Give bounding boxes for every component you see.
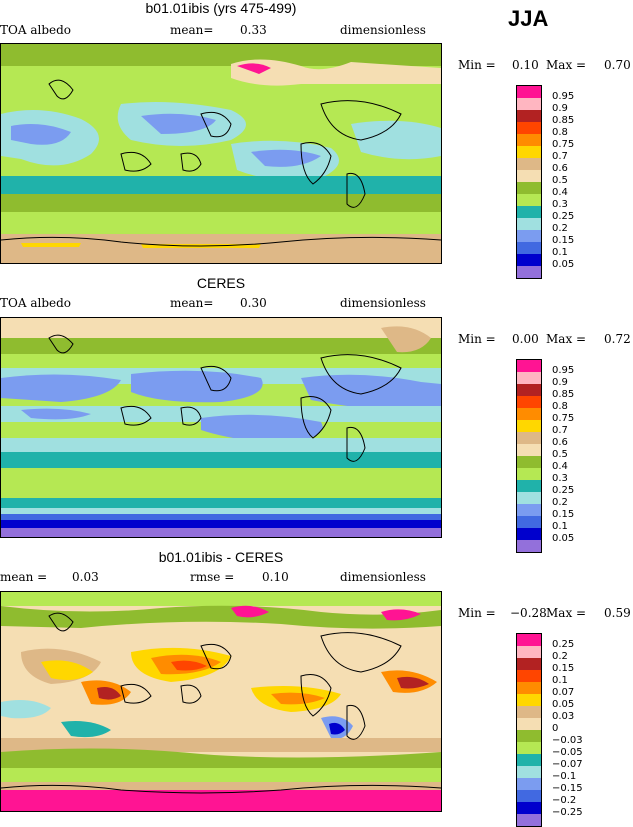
panel-1-level-3: 0.85 — [552, 115, 575, 126]
panel-1-level-6: 0.7 — [552, 151, 568, 162]
panel-1-level-2: 0.9 — [552, 103, 568, 114]
panel-3-mean-label: mean = — [0, 570, 48, 584]
panel-1-level-9: 0.4 — [552, 187, 568, 198]
panel-3-level-12: −0.1 — [552, 771, 577, 782]
panel-3-map — [0, 591, 442, 812]
panel-1-max-label: Max = — [546, 58, 587, 72]
panel-3-title: b01.01ibis - CERES — [158, 549, 284, 565]
panel-1-level-15: 0.05 — [552, 259, 575, 270]
panel-2-variable-label: TOA albedo — [0, 296, 72, 310]
panel-2-level-9: 0.4 — [552, 461, 568, 472]
panel-2-level-11: 0.25 — [552, 485, 575, 496]
panel-1-max-value: 0.70 — [604, 58, 631, 72]
panel-3-level-3: 0.15 — [552, 663, 575, 674]
panel-3-level-5: 0.07 — [552, 687, 575, 698]
panel-2-level-10: 0.3 — [552, 473, 568, 484]
panel-3-level-11: −0.07 — [552, 759, 583, 770]
panel-1-level-7: 0.6 — [552, 163, 568, 174]
panel-1-map-field — [1, 44, 441, 263]
panel-3-map-field — [1, 592, 441, 811]
panel-3-level-7: 0.03 — [552, 711, 575, 722]
panel-2-max-value: 0.72 — [604, 332, 631, 346]
panel-1-level-4: 0.8 — [552, 127, 568, 138]
panel-1-min-value: 0.10 — [512, 58, 539, 72]
panel-3-min-label: Min = — [458, 606, 496, 620]
panel-2-title: CERES — [196, 275, 246, 291]
panel-3-colorbar — [516, 633, 542, 827]
panel-2-min-label: Min = — [458, 332, 496, 346]
panel-3-max-value: 0.59 — [604, 606, 631, 620]
panel-2-level-15: 0.05 — [552, 533, 575, 544]
panel-2-max-label: Max = — [546, 332, 587, 346]
panel-1-map — [0, 43, 442, 264]
panel-3-max-label: Max = — [546, 606, 587, 620]
panel-1-min-label: Min = — [458, 58, 496, 72]
panel-2-level-6: 0.7 — [552, 425, 568, 436]
panel-1-level-11: 0.25 — [552, 211, 575, 222]
panel-2-level-14: 0.1 — [552, 521, 568, 532]
panel-1-level-14: 0.1 — [552, 247, 568, 258]
panel-2-units: dimensionless — [340, 296, 426, 310]
panel-2-min-value: 0.00 — [512, 332, 539, 346]
panel-3-units: dimensionless — [340, 570, 426, 584]
season-label: JJA — [508, 6, 549, 31]
panel-2-mean-label: mean= — [170, 296, 214, 310]
panel-2-level-4: 0.8 — [552, 401, 568, 412]
panel-2-level-12: 0.2 — [552, 497, 568, 508]
panel-1-level-1: 0.95 — [552, 91, 575, 102]
panel-1-colorbar — [516, 85, 542, 279]
panel-2-level-13: 0.15 — [552, 509, 575, 520]
panel-3-level-8: 0 — [552, 723, 559, 734]
panel-1-mean-value: 0.33 — [240, 23, 267, 37]
panel-3-level-6: 0.05 — [552, 699, 575, 710]
panel-2-map-field — [1, 318, 441, 537]
panel-1-level-12: 0.2 — [552, 223, 568, 234]
panel-3-level-13: −0.15 — [552, 783, 583, 794]
panel-2-level-5: 0.75 — [552, 413, 575, 424]
panel-2-map — [0, 317, 442, 538]
panel-3-level-4: 0.1 — [552, 675, 568, 686]
panel-2-level-7: 0.6 — [552, 437, 568, 448]
panel-3-rmse-value: 0.10 — [262, 570, 289, 584]
panel-3-level-1: 0.25 — [552, 639, 575, 650]
panel-1-title: b01.01ibis (yrs 475-499) — [145, 0, 297, 16]
panel-3-mean-value: 0.03 — [72, 570, 99, 584]
panel-1-level-8: 0.5 — [552, 175, 568, 186]
panel-2-mean-value: 0.30 — [240, 296, 267, 310]
panel-1-variable-label: TOA albedo — [0, 23, 72, 37]
panel-1-level-5: 0.75 — [552, 139, 575, 150]
panel-3-level-14: −0.2 — [552, 795, 577, 806]
panel-3-level-9: −0.03 — [552, 735, 583, 746]
panel-1-level-10: 0.3 — [552, 199, 568, 210]
panel-1-level-13: 0.15 — [552, 235, 575, 246]
panel-2-level-2: 0.9 — [552, 377, 568, 388]
panel-1-mean-label: mean= — [170, 23, 214, 37]
panel-3-level-10: −0.05 — [552, 747, 583, 758]
panel-3-rmse-label: rmse = — [190, 570, 235, 584]
panel-2-level-1: 0.95 — [552, 365, 575, 376]
panel-3-level-2: 0.2 — [552, 651, 568, 662]
panel-3-min-value: −0.28 — [510, 606, 547, 620]
panel-1-units: dimensionless — [340, 23, 426, 37]
panel-2-colorbar — [516, 359, 542, 553]
panel-2-level-3: 0.85 — [552, 389, 575, 400]
panel-2-level-8: 0.5 — [552, 449, 568, 460]
